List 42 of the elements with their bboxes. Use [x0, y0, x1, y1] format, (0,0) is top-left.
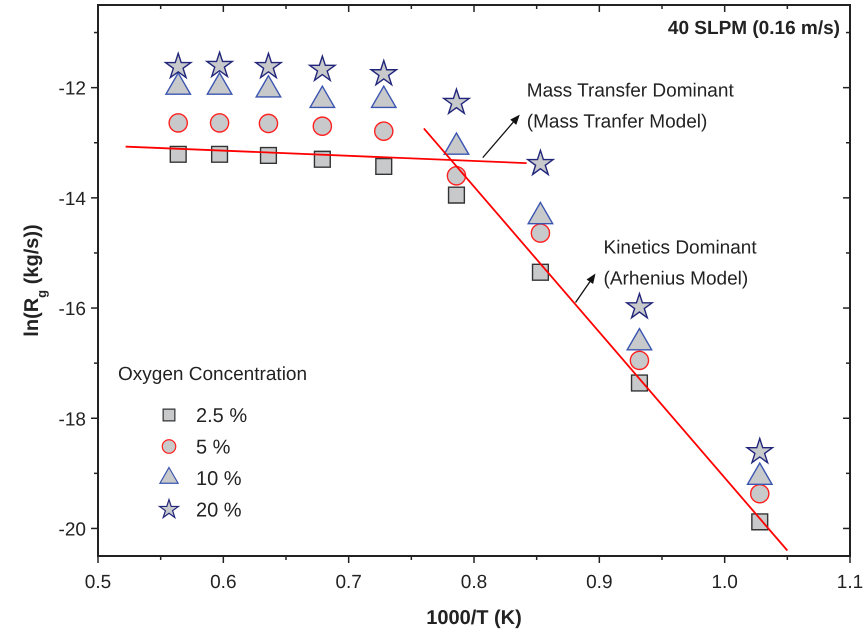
- point: [255, 52, 282, 78]
- point: [530, 223, 550, 243]
- point: [375, 158, 392, 176]
- legend-label: 5 %: [196, 436, 231, 458]
- point: [164, 52, 192, 78]
- y-tick-label: -18: [58, 409, 86, 430]
- x-tick-label: 0.9: [586, 572, 613, 593]
- y-tick-label: -16: [58, 299, 86, 320]
- annotation: Kinetics Dominant (Arhenius Model): [604, 238, 758, 290]
- point: [532, 264, 550, 281]
- x-tick-label: 0.6: [210, 572, 237, 593]
- point: [626, 292, 653, 318]
- y-tick-label: -20: [58, 519, 86, 540]
- x-tick-label: 0.5: [84, 572, 112, 593]
- point: [746, 438, 774, 464]
- point: [448, 186, 466, 204]
- legend-label: 20 %: [196, 500, 242, 522]
- legend-title: Oxygen Concentration: [118, 364, 308, 385]
- point: [446, 166, 466, 186]
- x-tick-label: 1.0: [711, 572, 738, 593]
- point: [210, 113, 230, 133]
- x-tick-label: 1.1: [836, 572, 864, 593]
- point: [630, 350, 650, 370]
- x-tick-label: 0.7: [335, 572, 362, 593]
- point: [370, 60, 398, 86]
- point: [374, 121, 394, 141]
- x-tick-label: 0.8: [460, 572, 488, 593]
- point: [308, 55, 336, 81]
- point: [168, 113, 188, 133]
- point: [443, 88, 470, 114]
- point: [312, 116, 332, 136]
- legend-label: 2.5 %: [196, 405, 248, 427]
- text: 40 SLPM (0.16 m/s): [668, 18, 840, 39]
- legend-label: 10 %: [196, 468, 242, 490]
- point: [750, 484, 770, 504]
- point: [206, 52, 233, 78]
- annotation: Mass Transfer Dominant (Mass Tranfer Model): [526, 80, 734, 133]
- point: [527, 150, 554, 176]
- x-axis-title: 1000/T (K): [426, 607, 522, 629]
- y-tick-label: -12: [58, 78, 86, 100]
- y-tick-label: -14: [58, 188, 86, 210]
- point: [258, 114, 278, 134]
